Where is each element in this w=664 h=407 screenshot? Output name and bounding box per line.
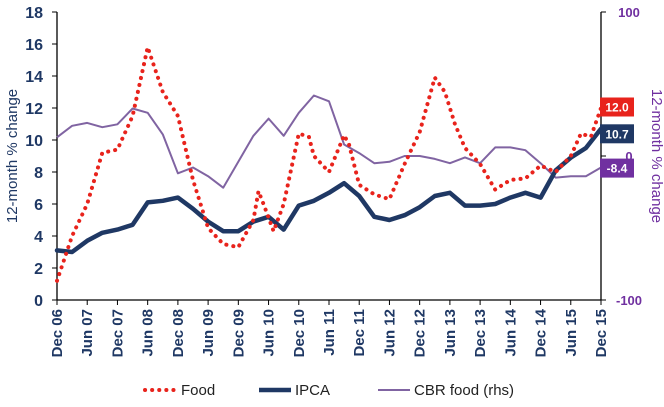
- x-tick-label: Dec 14: [533, 308, 550, 357]
- end-badge: 12.0: [600, 97, 634, 117]
- x-tick-label: Jun 09: [200, 309, 217, 357]
- right-axis-title: 12-month % change: [648, 89, 664, 223]
- x-tick-label: Dec 10: [291, 309, 308, 357]
- legend-label-food: Food: [181, 382, 215, 399]
- x-tick-label: Dec 15: [593, 309, 610, 357]
- legend-label-ipca: IPCA: [295, 382, 330, 399]
- end-badge-box: [600, 97, 634, 117]
- right-y-axis: -100 0 100 12-month % change: [600, 5, 664, 308]
- x-tick-label: Jun 07: [79, 309, 96, 357]
- x-tick-label: Dec 12: [412, 309, 429, 357]
- left-tick-label: 14: [25, 69, 43, 86]
- legend-item-cbr-food: CBR food (rhs): [378, 382, 514, 399]
- x-tick-label: Jun 12: [381, 309, 398, 357]
- series-line-food: [55, 45, 603, 283]
- end-badge-box: [600, 158, 634, 178]
- left-y-axis: 0 2 4 6 8 10 12 14 16 18 12-month % change: [4, 5, 58, 310]
- end-badge: 10.7: [600, 124, 634, 144]
- right-tick-label: -100: [616, 293, 642, 308]
- left-tick-label: 10: [25, 133, 43, 150]
- end-badge-value: -8.4: [607, 162, 628, 176]
- legend: Food IPCA CBR food (rhs): [143, 382, 514, 399]
- series-line-cbr-food-rhs: [56, 94, 602, 189]
- series-group: [54, 45, 604, 283]
- x-axis: Dec 06 Jun 07 Dec 07 Jun 08 Dec 08 Jun 09 Dec …: [49, 299, 610, 357]
- legend-label-cbr-food: CBR food (rhs): [414, 382, 514, 399]
- left-tick-label: 16: [25, 37, 43, 54]
- left-axis-title: 12-month % change: [4, 89, 21, 223]
- x-tick-label: Jun 10: [261, 309, 278, 357]
- end-badge-value: 12.0: [605, 101, 629, 115]
- end-badge: -8.4: [600, 158, 634, 178]
- x-tick-label: Jun 08: [140, 309, 157, 357]
- x-tick-label: Jun 14: [502, 308, 519, 356]
- x-tick-label: Jun 11: [321, 309, 338, 356]
- x-tick-label: Dec 13: [472, 309, 489, 357]
- legend-item-ipca: IPCA: [259, 382, 330, 399]
- right-tick-label: 100: [618, 5, 640, 20]
- end-value-badges: 12.0 10.7 -8.4: [600, 97, 634, 178]
- x-tick-label: Dec 08: [170, 309, 187, 357]
- right-tick-label: 0: [625, 149, 632, 164]
- end-badge-box: [600, 124, 634, 144]
- left-tick-label: 0: [34, 293, 43, 310]
- end-badge-value: 10.7: [605, 127, 629, 141]
- left-tick-label: 18: [25, 5, 43, 22]
- x-tick-label: Jun 15: [563, 309, 580, 357]
- left-tick-label: 12: [25, 101, 43, 118]
- x-tick-label: Dec 06: [49, 309, 66, 357]
- left-tick-label: 8: [34, 165, 43, 182]
- left-tick-label: 2: [34, 261, 43, 278]
- legend-item-food: Food: [143, 382, 215, 399]
- x-tick-label: Dec 09: [230, 309, 247, 357]
- x-tick-label: Dec 07: [109, 309, 126, 357]
- series-line-ipca: [54, 126, 604, 255]
- left-tick-label: 6: [34, 197, 43, 214]
- left-tick-label: 4: [34, 229, 43, 246]
- x-tick-label: Dec 11: [351, 309, 368, 357]
- x-tick-label: Jun 13: [442, 309, 459, 357]
